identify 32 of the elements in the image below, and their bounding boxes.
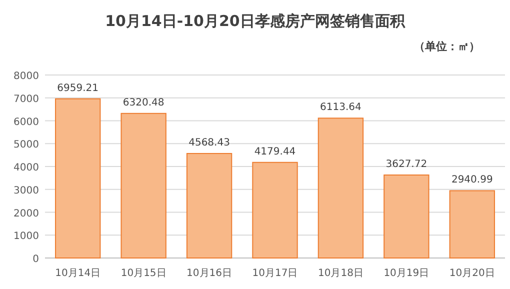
bar xyxy=(55,98,101,258)
data-label: 4568.43 xyxy=(188,137,230,148)
x-tick-label: 10月17日 xyxy=(252,268,298,279)
chart-subtitle: （单位：㎡） xyxy=(414,40,480,53)
bar xyxy=(186,152,232,258)
data-label: 3627.72 xyxy=(386,159,428,170)
y-tick-label: 3000 xyxy=(14,185,39,196)
x-tick-label: 10月20日 xyxy=(449,268,495,279)
bar xyxy=(252,162,298,258)
y-tick-label: 6000 xyxy=(14,116,39,128)
bar xyxy=(318,118,364,258)
y-tick-label: 8000 xyxy=(14,71,39,82)
bar xyxy=(384,174,430,258)
y-tick-label: 1000 xyxy=(14,231,39,242)
data-label: 6113.64 xyxy=(320,102,362,114)
bar xyxy=(449,190,495,258)
data-label: 4179.44 xyxy=(254,146,296,158)
x-tick-label: 10月18日 xyxy=(318,268,364,279)
data-label: 6320.48 xyxy=(122,97,164,108)
y-tick-label: 7000 xyxy=(14,94,39,105)
data-label: 6959.21 xyxy=(57,82,99,94)
x-tick-label: 10月16日 xyxy=(186,268,232,279)
x-tick-label: 10月15日 xyxy=(120,268,166,279)
chart-title: 10月14日-10月20日孝感房产网签销售面积 xyxy=(105,12,406,30)
data-label: 2940.99 xyxy=(451,174,493,186)
x-tick-label: 10月19日 xyxy=(384,268,430,279)
y-tick-label: 4000 xyxy=(14,162,39,174)
y-tick-label: 5000 xyxy=(14,140,39,151)
y-tick-label: 0 xyxy=(32,254,39,265)
y-tick-label: 2000 xyxy=(14,208,39,220)
bar xyxy=(120,112,166,258)
x-tick-label: 10月14日 xyxy=(55,268,101,279)
